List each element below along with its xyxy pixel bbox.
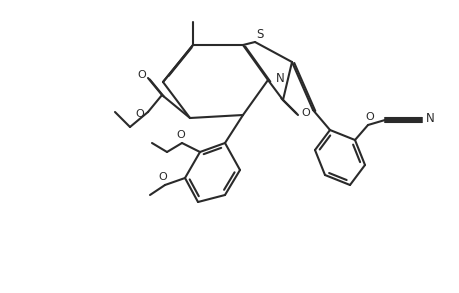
Text: O: O xyxy=(135,109,144,119)
Text: O: O xyxy=(137,70,146,80)
Text: S: S xyxy=(256,28,263,40)
Text: O: O xyxy=(176,130,185,140)
Text: N: N xyxy=(425,112,433,125)
Text: O: O xyxy=(301,108,310,118)
Text: O: O xyxy=(158,172,167,182)
Text: O: O xyxy=(365,112,374,122)
Text: N: N xyxy=(275,71,284,84)
